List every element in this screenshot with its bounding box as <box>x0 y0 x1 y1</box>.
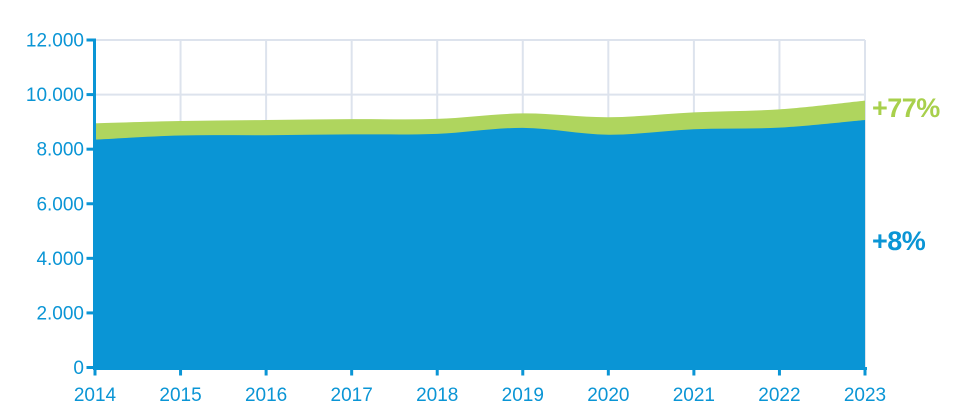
y-tick-label: 2.000 <box>36 303 84 324</box>
x-tick-label: 2022 <box>758 385 800 406</box>
x-tick-label: 2019 <box>502 385 544 406</box>
x-tick-label: 2021 <box>673 385 715 406</box>
blue-area-series <box>95 119 865 368</box>
x-tick-label: 2023 <box>844 385 886 406</box>
axes <box>86 38 867 376</box>
x-tick-label: 2018 <box>416 385 458 406</box>
y-tick-label: 4.000 <box>36 249 84 270</box>
x-tick-label: 2014 <box>74 385 117 406</box>
y-tick-label: 12.000 <box>26 31 84 52</box>
y-tick-label: 10.000 <box>26 85 84 106</box>
y-tick-label: 6.000 <box>36 194 84 215</box>
x-tick-label: 2015 <box>159 385 201 406</box>
y-tick-label: 0 <box>73 358 84 379</box>
tick-labels: 0 2.000 4.000 6.000 8.000 10.000 12.000 2014 201… <box>26 31 886 407</box>
blue-series-annotation: +8% <box>872 226 926 256</box>
y-tick-label: 8.000 <box>36 140 84 161</box>
x-tick-label: 2020 <box>587 385 629 406</box>
x-tick-label: 2017 <box>331 385 373 406</box>
x-tick-label: 2016 <box>245 385 287 406</box>
green-series-annotation: +77% <box>872 93 940 123</box>
